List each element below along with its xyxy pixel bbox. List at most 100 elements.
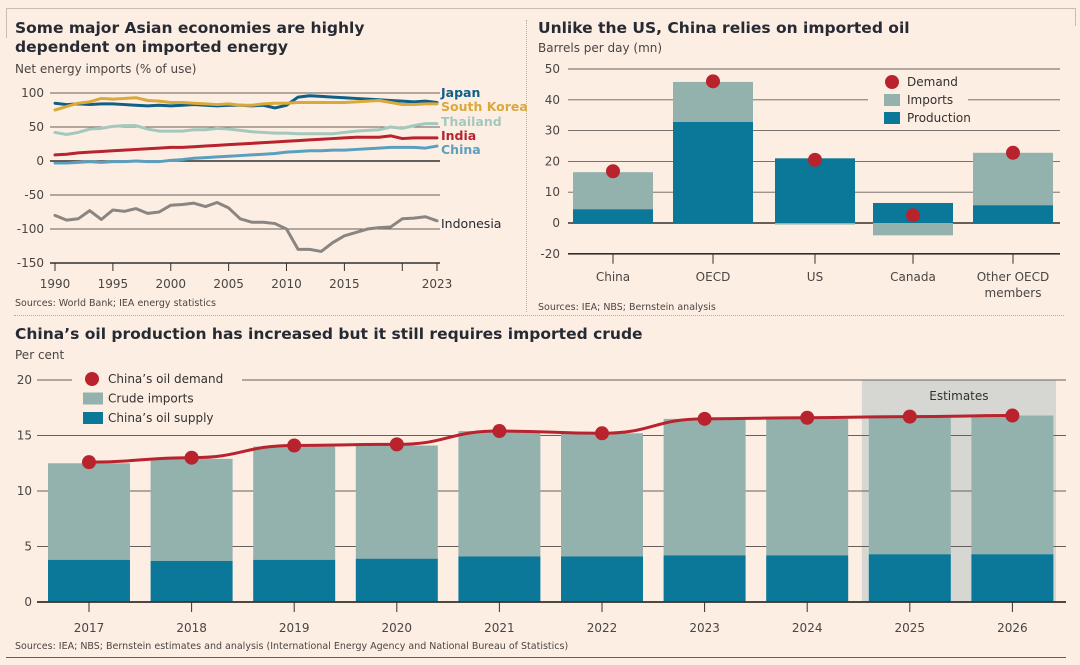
y-tick-label: -150 [17,256,44,270]
bar-imports-china [573,172,653,210]
series-label-japan: Japan [440,85,480,100]
panel-divider-vertical [526,20,527,312]
y-tick-label: 50 [545,62,560,76]
bar-crude-imports-2024 [766,418,849,556]
series-label-thailand: Thailand [441,114,502,129]
frame-top-rule [6,8,1076,9]
bar-crude-imports-2025 [868,417,951,555]
bar-imports-canada [873,223,953,236]
bar-oil-supply-2026 [971,554,1054,602]
x-tick-label: 2000 [155,277,186,291]
bar-crude-imports-2023 [663,418,746,556]
x-tick-label: 1995 [98,277,129,291]
legend-label-china-s-oil-supply: China’s oil supply [108,411,214,425]
bar-production-china [573,209,653,223]
bar-imports-oecd [673,81,753,122]
bar-production-other-oecd-members [973,205,1053,223]
frame-right-rule [1075,8,1076,26]
line-india [53,134,439,157]
dot-demand-oecd [706,74,720,89]
y-tick-label: 40 [545,93,560,107]
chart3-subtitle: Per cent [15,348,65,362]
dot-demand-2019 [287,438,302,453]
x-tick-label: 2023 [689,621,720,635]
dot-demand-us [808,152,822,167]
panel-divider-horizontal [14,315,1064,316]
bar-crude-imports-2018 [150,458,233,561]
legend-label-imports: Imports [907,93,953,107]
bar-oil-supply-2025 [868,554,951,602]
legend-swatch-crude-imports [83,392,103,405]
series-label-indonesia: Indonesia [441,216,501,231]
dot-demand-2024 [800,410,815,425]
x-tick-label: OECD [696,270,731,284]
y-tick-label: -100 [17,222,44,236]
x-tick-label: Other OECD [977,270,1050,284]
chart1-title: Some major Asian economies are highly de… [15,19,365,56]
legend-swatch-china-s-oil-demand [85,372,99,386]
x-tick-label: 2020 [382,621,413,635]
series-label-south-korea: South Korea [441,99,528,114]
x-tick-label: 2017 [74,621,105,635]
series-label-china: China [441,142,481,157]
y-tick-label: -50 [24,188,44,202]
bar-crude-imports-2026 [971,415,1054,555]
legend-swatch-demand [885,75,899,89]
legend-label-production: Production [907,111,971,125]
y-tick-label: 10 [17,484,32,498]
dot-demand-2023 [697,411,712,426]
x-tick-label: Canada [890,270,936,284]
bar-oil-supply-2018 [150,560,233,602]
x-tick-label: 2026 [997,621,1028,635]
bar-production-oecd [673,121,753,223]
dot-demand-2022 [595,426,609,441]
x-tick-label: 2019 [279,621,310,635]
y-tick-label: -20 [540,247,560,261]
x-tick-label: 2018 [176,621,207,635]
y-tick-label: 5 [24,540,32,554]
line-indonesia [53,200,439,253]
y-tick-label: 30 [545,124,560,138]
line-china [53,144,439,165]
line-china-oil-demand [88,414,1013,464]
y-tick-label: 0 [36,154,44,168]
legend-label-demand: Demand [907,75,958,89]
bar-oil-supply-2020 [355,558,438,602]
y-tick-label: 15 [17,429,32,443]
x-tick-label: China [596,270,630,284]
bar-crude-imports-2019 [253,446,336,560]
bar-imports-other-oecd-members [973,152,1053,206]
dot-demand-2026 [1005,408,1020,423]
frame-left-rule [6,8,7,38]
legend-swatch-china-s-oil-supply [83,412,103,424]
bar-oil-supply-2024 [766,555,849,602]
y-tick-label: 10 [545,185,560,199]
chart1-subtitle: Net energy imports (% of use) [15,62,197,76]
line-thailand [53,122,439,136]
dot-demand-2020 [389,437,404,452]
bar-production-us [775,158,855,223]
bar-imports-us [775,223,855,225]
dot-demand-canada [906,208,920,223]
y-tick-label: 100 [21,86,44,100]
x-tick-label: 2015 [329,277,360,291]
chart3-title: China’s oil production has increased but… [15,325,643,343]
y-tick-label: 50 [29,120,44,134]
y-tick-label: 20 [545,154,560,168]
x-tick-label: US [807,270,823,284]
dot-demand-other-oecd-members [1006,145,1020,160]
bar-oil-supply-2023 [663,555,746,602]
bar-oil-supply-2022 [561,556,643,602]
y-tick-label: 20 [17,373,32,387]
dot-demand-2025 [902,409,917,424]
y-tick-label: 0 [552,216,560,230]
chart1-source: Sources: World Bank; IEA energy statisti… [15,298,216,309]
bar-oil-supply-2019 [253,559,336,602]
estimates-label: Estimates [929,389,988,403]
x-tick-label: 2022 [587,621,618,635]
chart2-title: Unlike the US, China relies on imported … [538,19,910,37]
legend-swatch-production [884,112,900,124]
legend-swatch-imports [884,94,900,106]
